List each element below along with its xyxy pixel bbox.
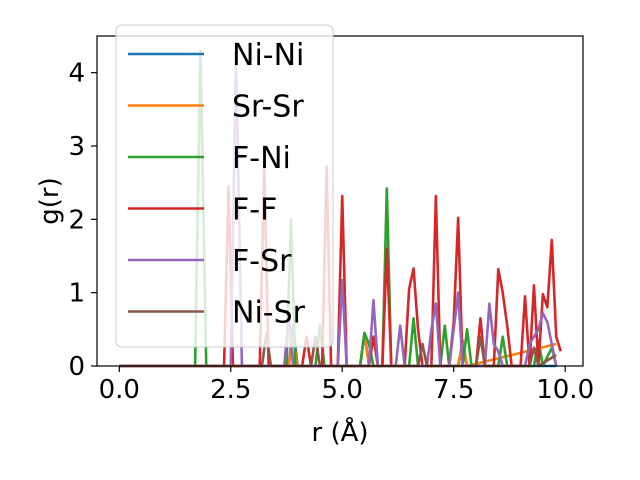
legend-label: Ni-Ni [232, 38, 304, 73]
series-line-f-f [119, 163, 562, 368]
legend-label: F-F [232, 193, 277, 228]
y-tick-label: 3 [68, 132, 85, 162]
legend-label: F-Ni [232, 141, 291, 176]
series-line-ni-sr [119, 331, 557, 368]
legend: Ni-Ni Sr-Sr F-Ni F-F F-Sr Ni-Sr [115, 24, 334, 348]
x-tick-label: 5.0 [322, 375, 363, 405]
legend-label: Sr-Sr [232, 90, 304, 125]
y-tick-label: 2 [68, 205, 85, 235]
plot-area: 0.0 2.5 5.0 7.5 10.0 0 1 2 3 4 [68, 35, 594, 405]
y-axis-label: g(r) [35, 177, 65, 224]
x-axis-label: r (Å) [311, 416, 368, 448]
x-tick-label: 0.0 [99, 375, 140, 405]
x-tick-label: 2.5 [210, 375, 251, 405]
legend-label: Ni-Sr [232, 296, 306, 331]
y-tick-label: 1 [68, 279, 85, 309]
y-axis: 0 1 2 3 4 [68, 59, 97, 382]
series-line-f-sr [119, 50, 558, 368]
y-tick-label: 4 [68, 59, 85, 89]
x-axis: 0.0 2.5 5.0 7.5 10.0 [99, 366, 594, 405]
axes-frame [96, 35, 584, 367]
x-tick-label: 7.5 [433, 375, 474, 405]
legend-label: F-Sr [232, 244, 292, 279]
y-tick-label: 0 [68, 352, 85, 382]
x-tick-label: 10.0 [536, 375, 594, 405]
